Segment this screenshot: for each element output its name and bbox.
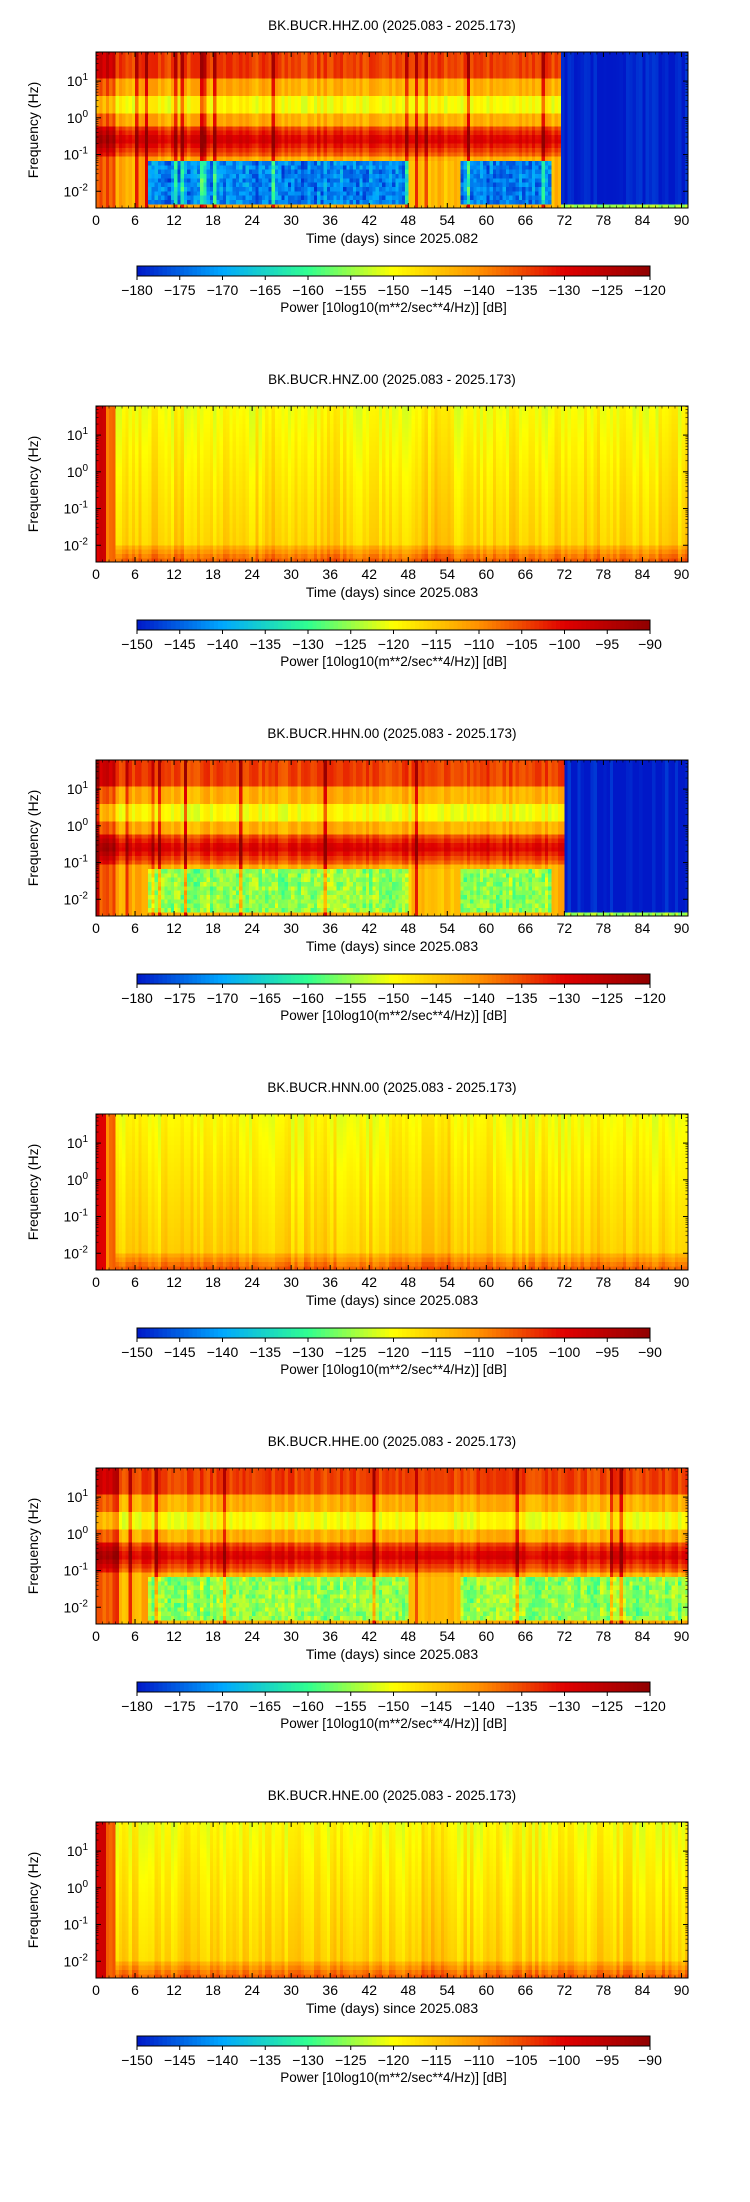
heatmap-cells (96, 52, 689, 209)
spectrogram-panel: BK.BUCR.HHZ.00 (2025.083 - 2025.173)0 6 12… (25, 18, 689, 315)
panel-title: BK.BUCR.HHZ.00 (2025.083 - 2025.173) (268, 18, 516, 33)
